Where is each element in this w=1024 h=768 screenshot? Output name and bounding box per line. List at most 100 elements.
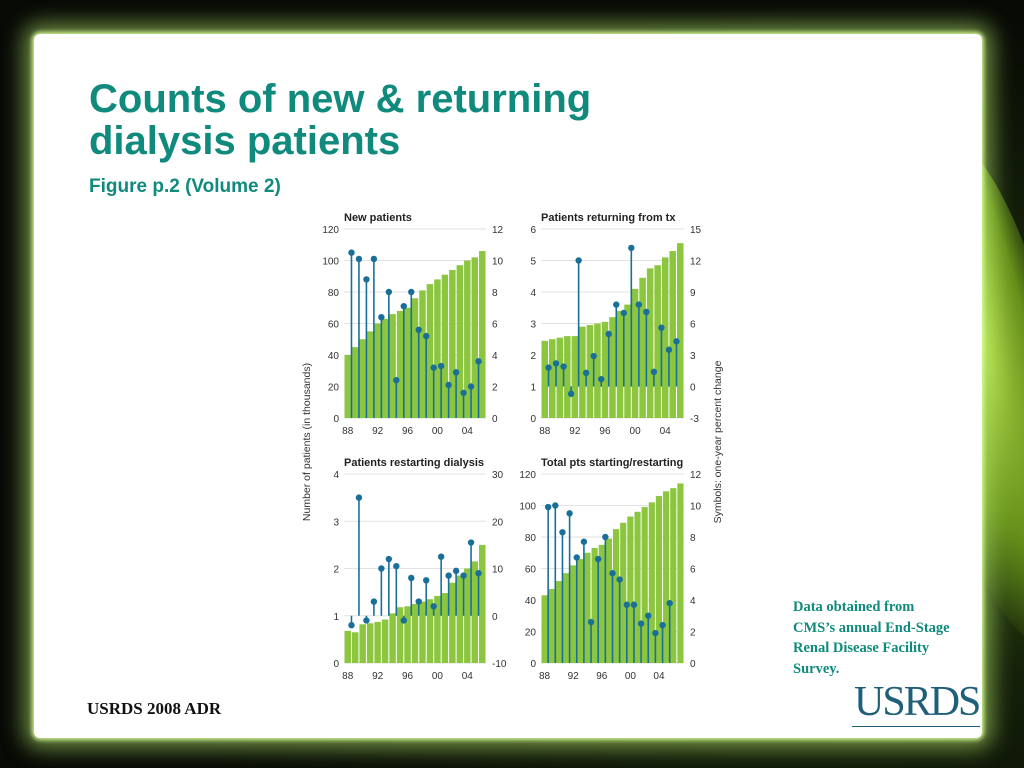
bar <box>404 307 411 418</box>
y-tick-label-left: 1 <box>530 383 536 394</box>
pct-change-point <box>635 301 643 308</box>
pct-change-point <box>559 529 566 536</box>
pct-change-point <box>415 598 422 605</box>
bar <box>655 496 663 663</box>
bar <box>541 340 549 418</box>
y-tick-label-right: 8 <box>690 533 696 544</box>
bar <box>605 538 612 663</box>
bar <box>359 624 366 663</box>
y-tick-label-left: 0 <box>530 659 536 670</box>
y-tick-label-left: 20 <box>328 383 340 394</box>
bar <box>366 623 374 663</box>
bar <box>562 573 570 663</box>
y-tick-label-right: 15 <box>690 225 702 236</box>
pct-change-point <box>363 276 370 283</box>
pct-change-point <box>545 364 552 371</box>
bar <box>676 243 684 418</box>
bar <box>654 265 661 418</box>
x-tick-label: 00 <box>432 671 444 682</box>
pct-change-point <box>566 510 573 517</box>
pct-change-point <box>605 330 612 338</box>
bar <box>374 621 381 663</box>
y-tick-label-right: 10 <box>690 502 702 513</box>
y-tick-label-right: 6 <box>492 320 498 331</box>
x-tick-label: 92 <box>569 426 581 437</box>
pct-change-point <box>659 622 666 629</box>
usrds-logo: USRDS <box>854 679 981 725</box>
bar <box>586 325 594 418</box>
x-tick-label: 04 <box>462 426 474 437</box>
y-tick-label-right: 3 <box>690 351 696 362</box>
pct-change-point <box>645 612 652 619</box>
bar <box>434 595 441 663</box>
title-line-2: dialysis patients <box>89 119 401 163</box>
bar <box>464 568 471 663</box>
slide: Counts of new & returning dialysis patie… <box>34 34 982 738</box>
bar <box>669 251 676 418</box>
pct-change-point <box>467 383 475 390</box>
y-tick-label-left: 3 <box>333 517 339 528</box>
y-tick-label-left: 0 <box>333 659 339 670</box>
y-tick-label-right: 10 <box>492 257 504 268</box>
chart-title: Patients returning from tx <box>541 212 676 224</box>
y-tick-label-right: 10 <box>492 565 504 576</box>
bar <box>594 323 601 418</box>
pct-change-point <box>590 352 597 360</box>
pct-change-point <box>613 301 620 308</box>
pct-change-point <box>652 629 659 637</box>
pct-change-point <box>616 576 623 583</box>
bar <box>419 290 426 418</box>
bar <box>426 599 434 663</box>
pct-change-point <box>637 620 645 627</box>
pct-change-point <box>560 363 567 370</box>
bar <box>624 304 631 418</box>
x-tick-label: 88 <box>342 426 354 437</box>
bar <box>479 544 486 663</box>
y-tick-label-left: 3 <box>530 320 536 331</box>
pct-change-point <box>445 381 452 389</box>
pct-change-point <box>423 332 430 340</box>
y-tick-label-left: 0 <box>530 414 536 425</box>
bar <box>464 260 471 418</box>
x-tick-label: 00 <box>432 426 444 437</box>
pct-change-point <box>602 533 609 541</box>
bar <box>616 310 624 418</box>
pct-change-point <box>658 324 665 331</box>
bar <box>579 326 586 418</box>
pct-change-point <box>348 249 355 256</box>
y-tick-label-right: 8 <box>492 288 498 299</box>
bar <box>634 511 641 663</box>
y-tick-label-right: -3 <box>690 414 699 425</box>
pct-change-point <box>650 368 658 375</box>
y-tick-label-right: 12 <box>690 470 702 481</box>
y-tick-label-left: 60 <box>328 320 340 331</box>
pct-change-point <box>666 599 673 607</box>
bar <box>577 559 584 663</box>
pct-change-point <box>580 538 588 545</box>
x-tick-label: 00 <box>625 671 637 682</box>
pct-change-point <box>385 288 393 296</box>
pct-change-point <box>475 358 482 365</box>
y-tick-label-left: 6 <box>530 225 536 236</box>
data-source-note: Data obtained from CMS’s annual End-Stag… <box>793 599 950 677</box>
pct-change-point <box>595 555 602 563</box>
pct-change-point <box>643 308 650 316</box>
y-axis-label-left: Number of patients (in thousands) <box>301 363 313 521</box>
y-tick-label-left: 2 <box>530 351 536 362</box>
y-tick-label-right: 0 <box>492 612 498 623</box>
bar <box>374 323 381 418</box>
bar <box>620 522 627 663</box>
x-tick-label: 92 <box>372 426 384 437</box>
bar <box>449 582 456 663</box>
pct-change-point <box>445 572 452 579</box>
x-tick-label: 92 <box>372 671 384 682</box>
bar <box>381 318 389 418</box>
pct-change-point <box>452 567 460 575</box>
y-tick-label-right: 4 <box>492 351 498 362</box>
y-tick-label-right: 0 <box>690 659 696 670</box>
bar <box>613 529 620 663</box>
y-tick-label-left: 80 <box>525 533 537 544</box>
pct-change-point <box>355 494 363 501</box>
bar <box>646 268 654 418</box>
x-tick-label: 96 <box>402 426 414 437</box>
